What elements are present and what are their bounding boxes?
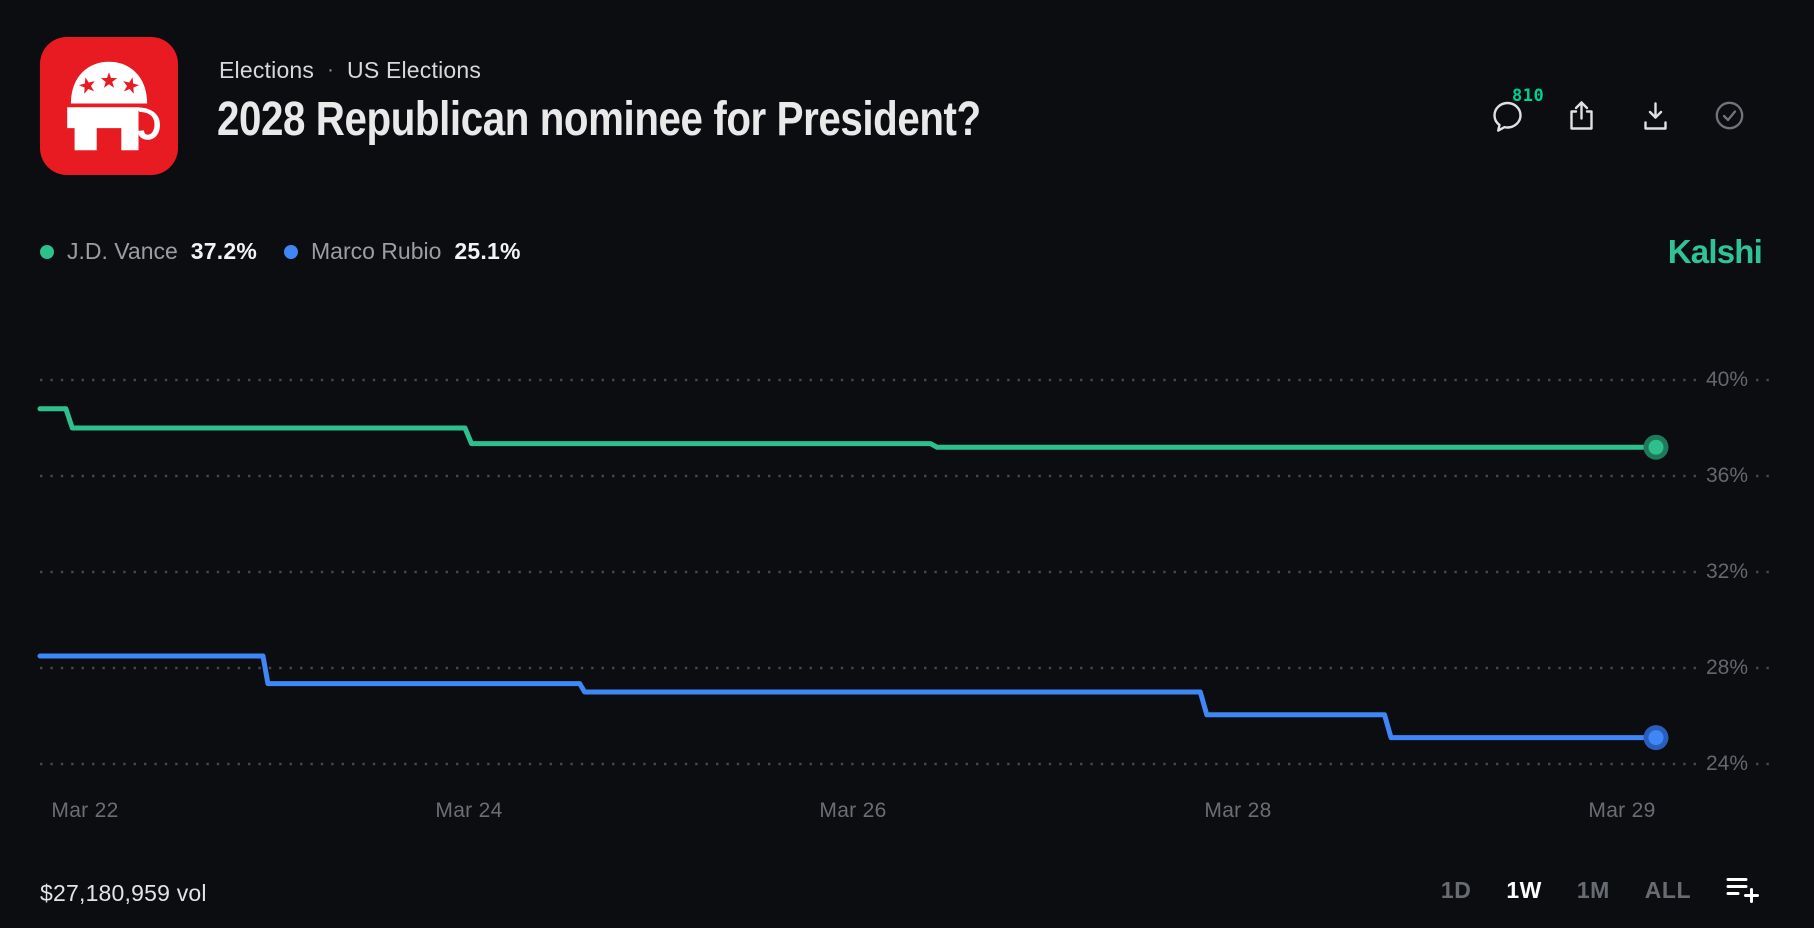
range-button-all[interactable]: ALL (1644, 876, 1691, 903)
gop-elephant-icon (67, 61, 161, 151)
resolution-check-button[interactable] (1713, 96, 1746, 132)
add-to-watchlist-button[interactable] (1726, 876, 1760, 904)
market-logo-gop-elephant (40, 37, 178, 175)
share-button[interactable] (1565, 96, 1598, 132)
playlist-add-icon (1726, 878, 1759, 903)
legend-item[interactable]: J.D. Vance 37.2% (40, 238, 257, 265)
volume-label: $27,180,959 vol (40, 880, 207, 906)
x-axis-tick-label: Mar 29 (1588, 799, 1656, 822)
breadcrumb-separator: · (327, 59, 335, 81)
legend-item[interactable]: Marco Rubio 25.1% (284, 238, 521, 265)
legend-series-name: J.D. Vance (67, 238, 178, 264)
legend-series-value: 37.2% (190, 238, 258, 264)
y-axis-tick-label: 40% (1701, 366, 1754, 394)
download-icon (1644, 102, 1667, 130)
y-axis-tick-label: 36% (1701, 462, 1754, 490)
legend-series-dot (40, 244, 54, 259)
comment-bubble-icon (1493, 101, 1522, 132)
y-axis-tick-label: 28% (1701, 654, 1754, 682)
check-circle-icon (1715, 101, 1744, 130)
breadcrumb: Elections · US Elections (219, 57, 481, 84)
kalshi-wordmark: Kalshi (1667, 233, 1763, 270)
share-icon (1570, 101, 1593, 130)
x-axis-tick-label: Mar 22 (51, 799, 119, 822)
range-button-1d[interactable]: 1D (1440, 876, 1472, 903)
range-button-1w[interactable]: 1W (1506, 876, 1542, 903)
comments-count-badge: 810 (1512, 86, 1545, 106)
comments-button[interactable]: 810 (1491, 86, 1544, 132)
download-button[interactable] (1639, 96, 1672, 132)
x-axis-tick-label: Mar 26 (819, 799, 887, 822)
y-axis-tick-label: 24% (1701, 750, 1754, 778)
legend-series-name: Marco Rubio (311, 238, 442, 264)
legend-series-value: 25.1% (454, 238, 521, 264)
header-action-bar: 810 (1491, 86, 1746, 132)
y-axis-tick-label: 32% (1701, 558, 1754, 586)
x-axis-tick-label: Mar 24 (435, 799, 503, 822)
breadcrumb-category[interactable]: Elections (219, 57, 315, 83)
x-axis-tick-label: Mar 28 (1204, 799, 1272, 822)
legend-series-dot (284, 244, 299, 259)
page-title: 2028 Republican nominee for President? (217, 93, 981, 146)
time-range-selector: 1D 1W 1M ALL (1441, 876, 1760, 904)
chart-legend: J.D. Vance 37.2% Marco Rubio 25.1% (40, 238, 521, 265)
range-button-1m[interactable]: 1M (1576, 876, 1610, 903)
breadcrumb-subcategory[interactable]: US Elections (347, 57, 482, 83)
